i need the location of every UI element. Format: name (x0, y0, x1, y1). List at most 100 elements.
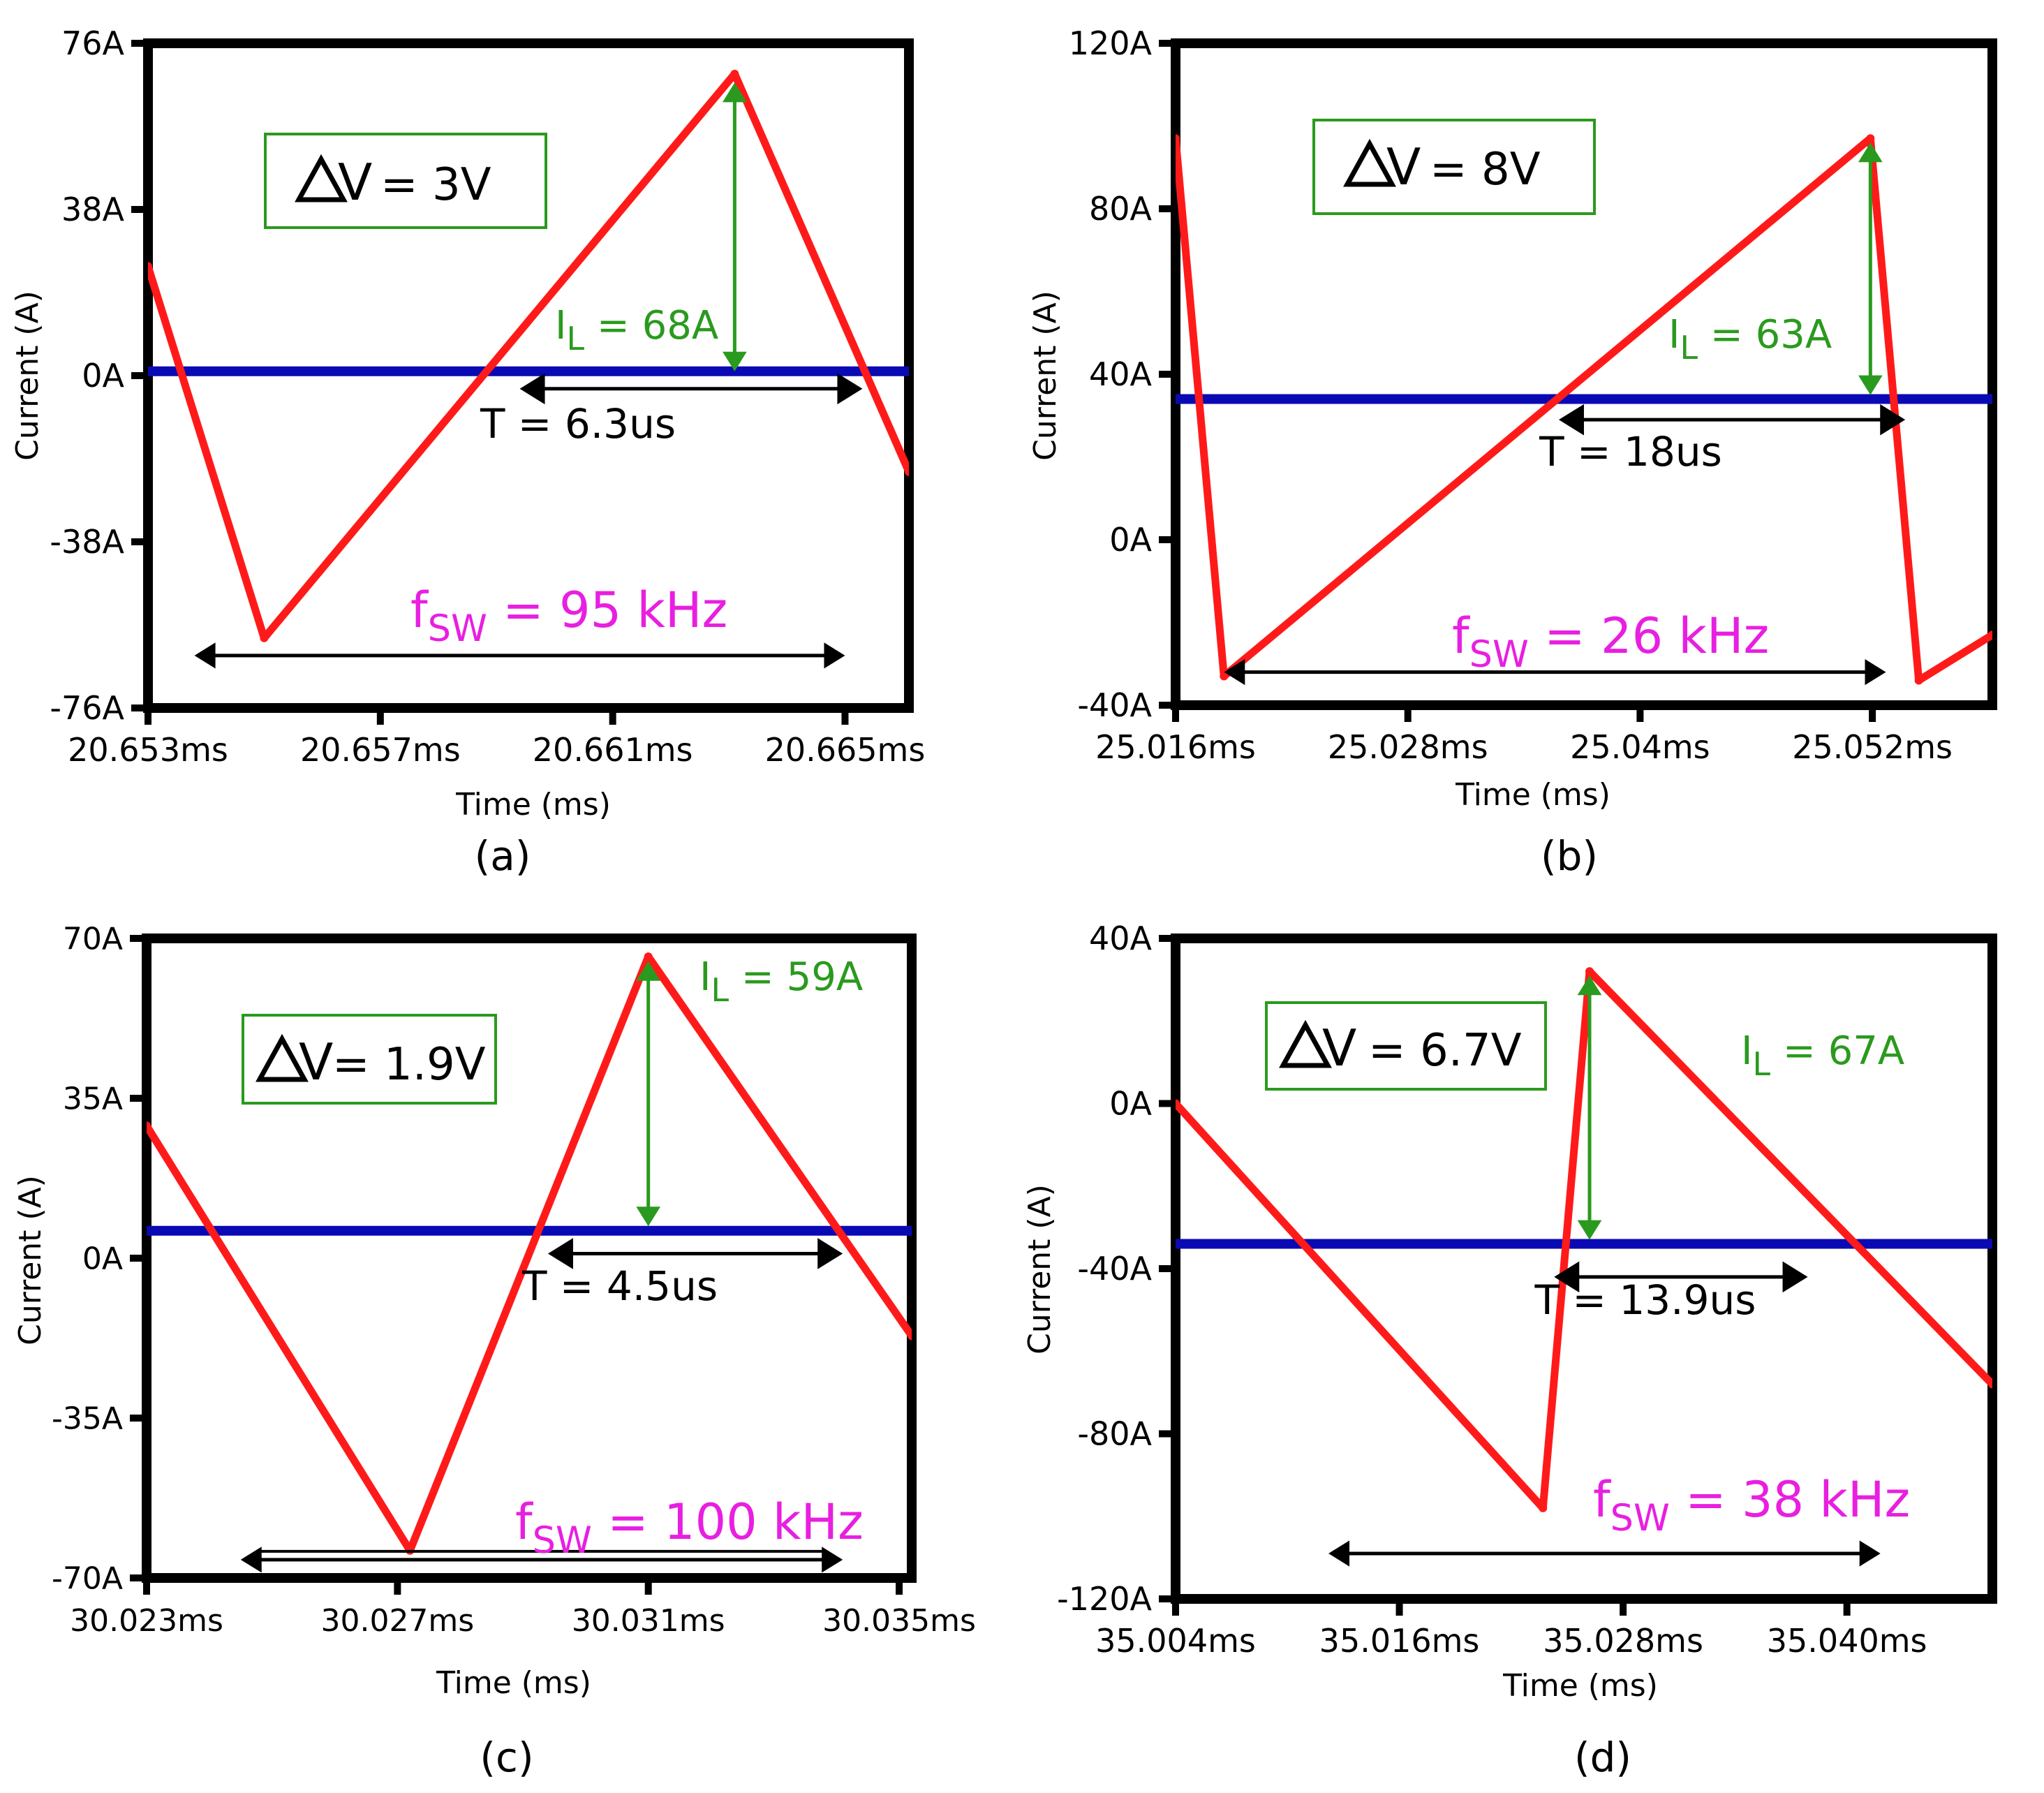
il-arrow-head-top (636, 961, 661, 981)
panel-d: 40A 0A -40A -80A -120A 35.004ms 35.016ms 35.028… (1022, 920, 1997, 1781)
y-tick-label: 0A (1109, 1085, 1152, 1123)
waveform-vertex (905, 467, 909, 476)
x-tick-label: 20.657ms (300, 731, 461, 769)
x-axis-title: Time (ms) (1455, 777, 1610, 813)
period-arrow-head-right (1782, 1261, 1808, 1293)
x-axis-title: Time (ms) (1502, 1668, 1658, 1704)
il-arrow-head-bottom (636, 1207, 661, 1227)
il-subscript: L (1680, 329, 1698, 367)
inductor-current-waveform (1176, 967, 1992, 1512)
fsw-arrow-head-left (1224, 659, 1245, 686)
delta-icon (1279, 1019, 1332, 1068)
fsw-value: = 38 kHz (1670, 1471, 1910, 1528)
waveform-vertex (260, 633, 269, 642)
x-tick-label: 30.035ms (822, 1603, 976, 1639)
y-tick-label: -120A (1057, 1580, 1152, 1618)
period-label: T = 6.3us (480, 400, 676, 448)
x-tick-label: 30.031ms (572, 1603, 725, 1639)
waveform-vertex (908, 1331, 912, 1341)
x-tick-label: 35.016ms (1319, 1622, 1480, 1660)
waveform-vertex (1176, 1099, 1180, 1108)
y-axis-title: Current (A) (1022, 1184, 1058, 1355)
x-tick-label: 35.040ms (1767, 1622, 1927, 1660)
y-tick-label: -80A (1077, 1415, 1152, 1453)
il-arrow-head-top (723, 82, 747, 103)
il-label: IL = 67A (1741, 1028, 1904, 1083)
period-label: T = 4.5us (521, 1262, 718, 1310)
inductor-current-waveform (147, 952, 912, 1555)
x-tick-label: 20.661ms (533, 731, 693, 769)
fsw-value: = 26 kHz (1529, 607, 1769, 665)
fsw-arrow-head-right (824, 642, 845, 669)
il-label: IL = 63A (1668, 312, 1832, 367)
panel-label: (d) (1574, 1734, 1631, 1781)
y-tick-label: 38A (61, 191, 125, 228)
period-label: T = 18us (1539, 428, 1722, 475)
y-tick-label: -38A (50, 523, 124, 561)
il-value: = 67A (1770, 1028, 1904, 1074)
delta-v-value: = 6.7V (1368, 1025, 1522, 1077)
inductor-current-waveform (148, 70, 909, 642)
waveform-vertex (1866, 134, 1875, 143)
y-tick-label: -40A (1077, 686, 1152, 724)
delta-icon (256, 1033, 309, 1082)
x-tick-label: 20.665ms (765, 731, 926, 769)
fsw-symbol: f (410, 582, 429, 639)
y-tick-label: 0A (1109, 521, 1152, 559)
fsw-label: fSW = 100 kHz (515, 1493, 864, 1562)
panel-label: (a) (475, 832, 531, 880)
fsw-subscript: SW (1610, 1497, 1670, 1540)
waveform-vertex (1914, 676, 1923, 685)
y-axis-title: Current (A) (13, 1175, 48, 1345)
period-arrow-head-left (519, 373, 545, 405)
fsw-subscript: SW (533, 1519, 592, 1562)
delta-v-box (1265, 1001, 1547, 1091)
panel-b: 120A 80A 40A 0A -40A 25.016ms 25.028ms 25.04ms 2… (1028, 24, 1997, 880)
waveform-vertex (1176, 134, 1180, 143)
delta-v-symbol: V (338, 153, 372, 212)
y-tick-label: 80A (1089, 190, 1153, 228)
panel-label: (c) (480, 1734, 533, 1781)
waveform-vertex (730, 69, 739, 78)
x-tick-label: 25.052ms (1792, 728, 1953, 766)
waveform-vertex (148, 262, 152, 271)
x-tick-label: 30.023ms (70, 1603, 223, 1639)
fsw-subscript: SW (1469, 633, 1529, 676)
delta-v-value: = 3V (380, 159, 491, 211)
waveform-vertex (147, 1121, 151, 1130)
delta-icon (1343, 138, 1396, 187)
il-subscript: L (567, 320, 585, 357)
il-value: = 59A (729, 954, 863, 1000)
delta-v-value: = 1.9V (332, 1039, 486, 1091)
y-tick-label: 35A (63, 1081, 123, 1116)
il-value: = 63A (1698, 312, 1832, 357)
il-arrow-head-bottom (1858, 375, 1883, 395)
y-tick-label: 40A (1089, 355, 1153, 393)
waveform-vertex (644, 952, 653, 961)
fsw-label: fSW = 95 kHz (410, 582, 727, 650)
period-arrow-head-left (1558, 404, 1584, 436)
x-axis-title: Time (ms) (455, 787, 611, 822)
y-tick-label: 0A (82, 357, 124, 394)
fsw-arrow-head-right (822, 1547, 843, 1573)
il-symbol: I (555, 303, 567, 348)
waveform-vertex (1988, 630, 1992, 640)
il-label: IL = 68A (555, 303, 718, 357)
y-tick-label: 40A (1089, 920, 1153, 957)
panel-c: 70A 35A 0A -35A -70A 30.023ms 30.027ms 30.031ms… (13, 921, 976, 1781)
period-arrow-head-left (547, 1238, 573, 1269)
waveform-vertex (1539, 1503, 1548, 1512)
fsw-value: = 100 kHz (592, 1493, 864, 1551)
period-arrow-head-right (1880, 404, 1906, 436)
delta-icon (295, 154, 348, 202)
y-axis-title: Current (A) (1028, 290, 1063, 461)
il-symbol: I (699, 954, 711, 1000)
il-subscript: L (711, 971, 730, 1009)
period-label: T = 13.9us (1534, 1276, 1756, 1324)
x-tick-label: 25.028ms (1328, 728, 1488, 766)
fsw-arrow-head-right (1859, 1540, 1881, 1567)
y-tick-label: -40A (1077, 1250, 1152, 1287)
delta-v-box (264, 133, 547, 229)
delta-v-box (1312, 119, 1596, 215)
